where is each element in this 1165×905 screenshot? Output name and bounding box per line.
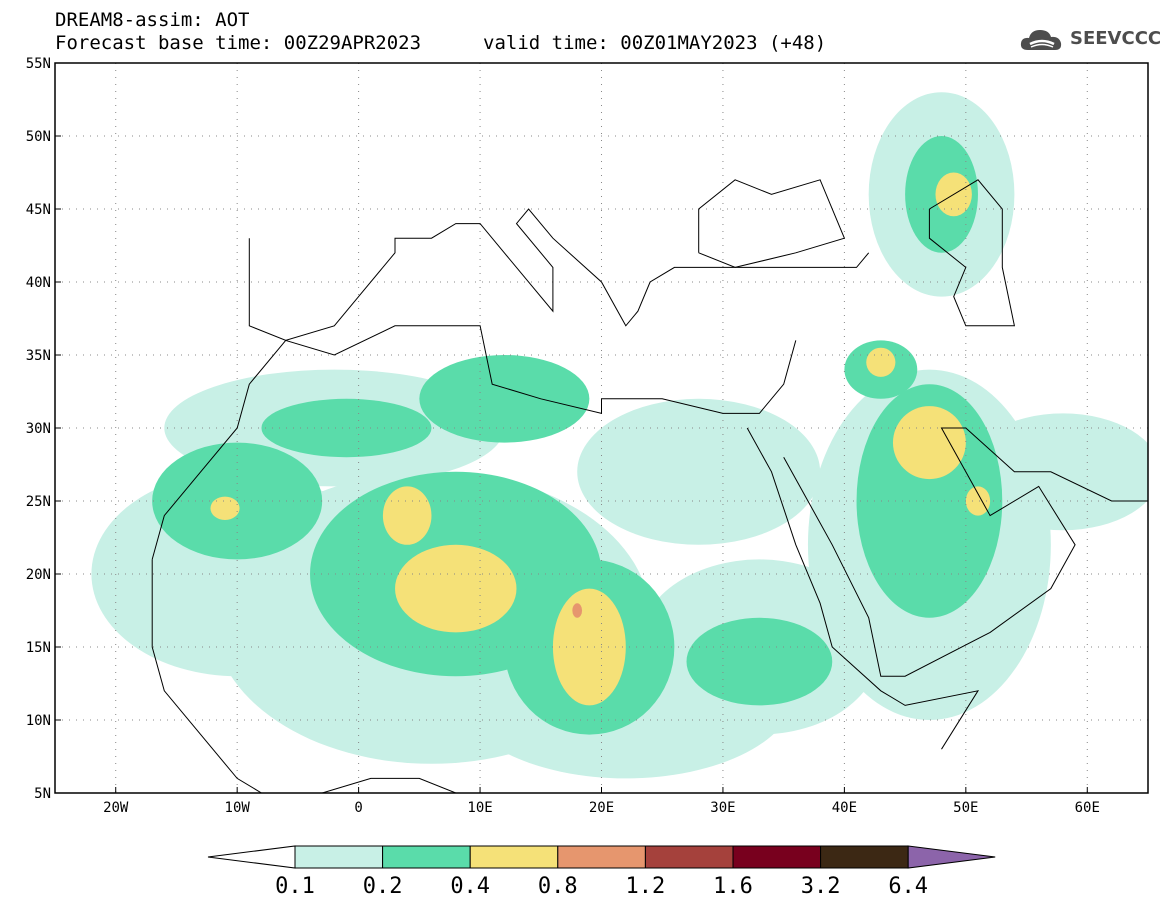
seevccc-logo: SEEVCCC xyxy=(1018,22,1162,58)
colorbar: 0.1 0.2 0.4 0.8 1.2 1.6 3.2 6.4 xyxy=(207,845,996,899)
colorbar-segment xyxy=(820,845,909,869)
colorbar-segment xyxy=(644,845,734,869)
colorbar-segment xyxy=(732,845,822,869)
lat-tick-label: 35N xyxy=(26,348,51,364)
aot-blob-0.1-8 xyxy=(965,413,1148,531)
logo-text: SEEVCCC xyxy=(1070,28,1162,49)
colorbar-label: 1.2 xyxy=(626,874,666,899)
valid-time: valid time: 00Z01MAY2023 (+48) xyxy=(483,32,827,54)
colorbar-segment xyxy=(382,845,471,869)
coastlines xyxy=(151,179,1148,793)
aot-blob-0.2-12 xyxy=(686,617,833,706)
colorbar-label: 0.2 xyxy=(363,874,403,899)
coastline-caspian xyxy=(928,179,1016,327)
lon-tick-label: 10E xyxy=(467,800,492,816)
aot-blob-0.1-5 xyxy=(577,398,821,545)
coastline-red-sea-west xyxy=(746,427,980,750)
coastline-west-africa xyxy=(151,559,456,793)
lat-tick-label: 50N xyxy=(26,129,51,145)
lon-tick-label: 0 xyxy=(354,800,362,816)
colorbar-label: 1.6 xyxy=(713,874,753,899)
colorbar-label: 0.8 xyxy=(538,874,578,899)
lat-tick-label: 45N xyxy=(26,202,51,218)
aot-blob-0.4-19 xyxy=(382,486,432,545)
aot-field xyxy=(91,92,1148,779)
coastline-north-africa xyxy=(151,325,797,560)
lon-tick-label: 20W xyxy=(103,800,129,816)
lat-tick-label: 30N xyxy=(26,421,51,437)
axis-ticks: 20W 10W 0 10E 20E 30E 40E 50E 60E 5N 10N 15N 20N 25N 3… xyxy=(26,56,1100,816)
lat-tick-label: 40N xyxy=(26,275,51,291)
lon-tick-label: 10W xyxy=(225,800,251,816)
lat-tick-label: 25N xyxy=(26,494,51,510)
colorbar-label: 0.1 xyxy=(275,874,315,899)
colorbar-segment xyxy=(294,845,384,869)
colorbar-arrow-high xyxy=(907,845,996,869)
lon-tick-label: 50E xyxy=(953,800,978,816)
lat-tick-label: 55N xyxy=(26,56,51,72)
coastline-black-sea xyxy=(698,179,846,268)
aot-blob-0.4-25 xyxy=(965,486,991,516)
aot-blob-0.2-13 xyxy=(419,355,590,443)
lat-tick-label: 15N xyxy=(26,640,51,656)
lat-tick-label: 5N xyxy=(34,786,51,802)
lat-tick-label: 10N xyxy=(26,713,51,729)
cloud-icon xyxy=(1020,30,1062,50)
lon-tick-label: 20E xyxy=(589,800,614,816)
aot-blob-0.8-26 xyxy=(572,603,583,618)
colorbar-arrow-low xyxy=(207,845,296,869)
map-title: DREAM8-assim: AOT xyxy=(55,9,250,31)
aot-blob-0.4-20 xyxy=(552,588,626,706)
lat-tick-label: 20N xyxy=(26,567,51,583)
colorbar-label: 6.4 xyxy=(888,874,928,899)
aot-blob-0.4-23 xyxy=(210,496,240,520)
colorbar-label: 3.2 xyxy=(801,874,841,899)
aot-blob-0.4-21 xyxy=(892,406,966,480)
lon-tick-label: 60E xyxy=(1075,800,1100,816)
aot-blob-0.4-18 xyxy=(395,544,517,633)
aot-blob-0.2-14 xyxy=(261,398,432,458)
colorbar-segment xyxy=(557,845,646,869)
colorbar-segment xyxy=(469,845,559,869)
aot-blob-0.4-24 xyxy=(866,347,896,377)
lon-tick-label: 30E xyxy=(710,800,735,816)
coastline-europe xyxy=(248,208,870,341)
lon-tick-label: 40E xyxy=(832,800,857,816)
colorbar-label: 0.4 xyxy=(450,874,490,899)
forecast-base-time: Forecast base time: 00Z29APR2023 xyxy=(55,32,422,54)
coastline-arabia xyxy=(783,427,1148,677)
